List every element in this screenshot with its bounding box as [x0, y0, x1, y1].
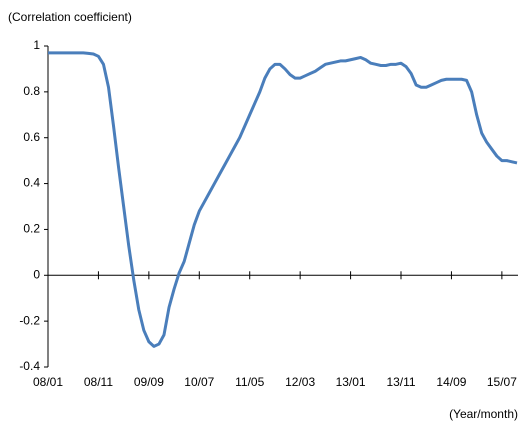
y-tick-label: 0.2 — [23, 222, 40, 236]
line — [48, 51, 518, 348]
y-tick-label: 0.6 — [23, 130, 40, 144]
y-axis-title: (Correlation coefficient) — [8, 10, 132, 24]
y-tick-label: -0.4 — [19, 359, 40, 373]
x-tick-label: 12/03 — [285, 375, 315, 389]
x-tick-label: 13/01 — [336, 375, 366, 389]
x-tick-label: 08/01 — [33, 375, 63, 389]
y-tick-label: 1 — [33, 38, 40, 52]
x-tick-label: 15/07 — [487, 375, 517, 389]
x-tick-label: 08/11 — [84, 375, 113, 389]
y-tick-label: 0 — [33, 267, 40, 281]
x-tick-label: 13/11 — [386, 375, 415, 389]
x-tick-label: 10/07 — [184, 375, 214, 389]
y-tick-label: -0.2 — [19, 313, 40, 327]
x-tick-label: 14/09 — [436, 375, 466, 389]
x-tick-label: 09/09 — [134, 375, 164, 389]
x-tick-label: 11/05 — [235, 375, 264, 389]
y-tick-label: 0.8 — [23, 84, 40, 98]
y-tick-label: 0.4 — [23, 176, 40, 190]
x-axis-title: (Year/month) — [449, 407, 518, 421]
